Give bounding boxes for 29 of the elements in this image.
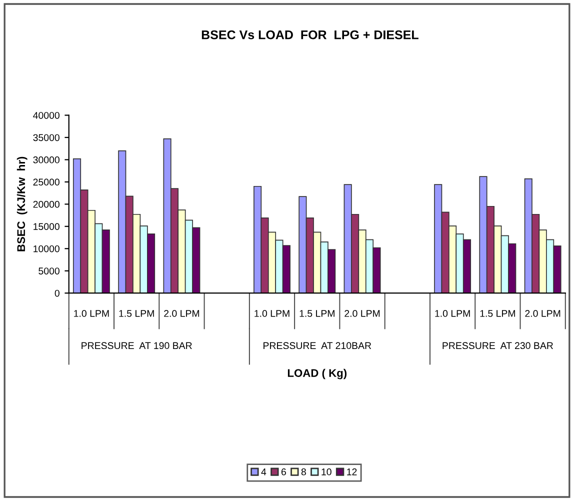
y-tick-label: 5000 [38,268,60,274]
text: PRESSURE AT 190 BAR [82,342,192,350]
legend-label: 6 [281,468,286,476]
legend-label: 12 [347,468,357,476]
y-tick-label: 10000 [34,245,60,252]
legend-label: 10 [322,468,332,476]
x-tick-label: 1.0 LPM [435,310,470,317]
y-tick-label: 25000 [33,178,60,186]
y-tick-label: 30000 [33,156,60,164]
x-tick-label: 1.5 LPM [300,310,334,317]
x-tick-label: 2.0 LPM [164,310,200,317]
x-tick-label: 2.0 LPM [344,310,380,317]
y-tick-label: 0 [54,290,60,297]
y-tick-label: 15000 [34,223,60,230]
x-axis-title: LOAD ( Kg) [288,368,347,380]
x-tick-label: 1.0 LPM [74,310,109,317]
x-tick-label: 1.0 LPM [254,310,290,317]
legend-label: 4 [261,468,266,476]
y-tick-label: 40000 [33,112,60,119]
x-tick-label: 2.0 LPM [525,310,560,317]
y-tick-label: 35000 [33,134,60,142]
chart-title: BSEC Vs LOAD FOR LPG + DIESEL [202,30,418,40]
legend-label: 8 [301,468,306,476]
text: PRESSURE AT 230 BAR [442,342,553,350]
text: PRESSURE AT 210BAR [264,342,372,350]
y-axis-title: BSEC (KJ/Kw hr) [16,156,28,252]
x-tick-label: 1.5 LPM [480,310,515,317]
x-tick-label: 1.5 LPM [119,310,154,317]
y-tick-label: 20000 [33,200,60,208]
